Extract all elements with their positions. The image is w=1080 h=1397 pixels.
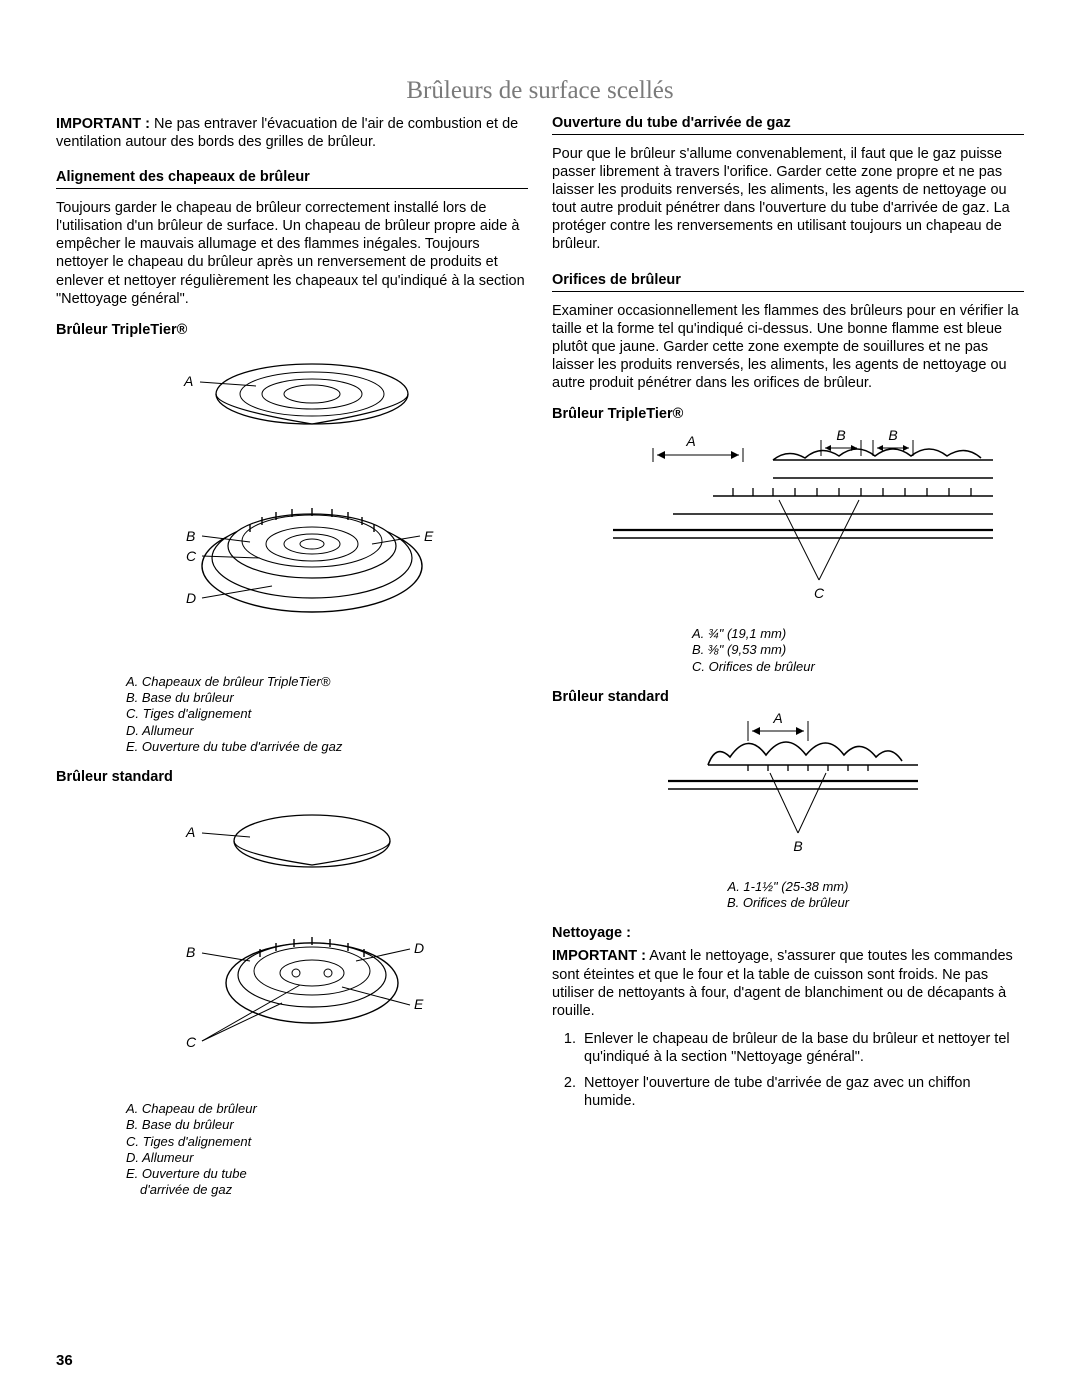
label-e2: E [414, 996, 424, 1012]
left-column: IMPORTANT : Ne pas entraver l'évacuation… [56, 115, 528, 1207]
cleaning-intro: IMPORTANT : Avant le nettoyage, s'assure… [552, 947, 1024, 1020]
label-b: B [186, 528, 195, 544]
fig1-caption: A. Chapeaux de brûleur TripleTier® B. Ba… [126, 674, 528, 755]
page-number: 36 [56, 1352, 73, 1369]
subhead-standard: Brûleur standard [56, 769, 528, 785]
fig2-caption: A. Chapeau de brûleur B. Base du brûleur… [126, 1101, 528, 1199]
subhead-tripletier: Brûleur TripleTier® [56, 322, 528, 338]
clean-step-1: Enlever le chapeau de brûleur de la base… [580, 1030, 1024, 1066]
two-column-layout: IMPORTANT : Ne pas entraver l'évacuation… [56, 115, 1024, 1207]
gas-opening-body: Pour que le brûleur s'allume convenablem… [552, 145, 1024, 254]
section-gas-opening: Ouverture du tube d'arrivée de gaz [552, 115, 1024, 135]
section-orifices: Orifices de brûleur [552, 272, 1024, 292]
page-title: Brûleurs de surface scellés [56, 77, 1024, 105]
cap-top-icon [216, 364, 408, 424]
label-d2: D [414, 940, 424, 956]
label-c: C [186, 548, 197, 564]
dim-a2: A [772, 713, 782, 726]
dim-a: A [685, 433, 695, 449]
figure-flame-standard: A B [552, 713, 1024, 873]
manual-page: Brûleurs de surface scellés IMPORTANT : … [0, 0, 1080, 1397]
label-d: D [186, 590, 196, 606]
dim-b: B [793, 838, 802, 854]
dim-b2: B [888, 430, 897, 443]
right-column: Ouverture du tube d'arrivée de gaz Pour … [552, 115, 1024, 1207]
fig3-caption: A. ¾" (19,1 mm) B. ⅜" (9,53 mm) C. Orifi… [552, 626, 1024, 675]
figure-standard-burner: A B [56, 793, 528, 1093]
label-e: E [424, 528, 434, 544]
intro-important: IMPORTANT : Ne pas entraver l'évacuation… [56, 115, 528, 151]
label-b2: B [186, 944, 195, 960]
cleaning-steps: Enlever le chapeau de brûleur de la base… [552, 1030, 1024, 1111]
figure-tripletier-burner: A [56, 346, 528, 666]
alignment-body: Toujours garder le chapeau de brûleur co… [56, 199, 528, 308]
orifices-body: Examiner occasionnellement les flammes d… [552, 302, 1024, 393]
clean-step-2: Nettoyer l'ouverture de tube d'arrivée d… [580, 1074, 1024, 1110]
subhead-standard-r: Brûleur standard [552, 689, 1024, 705]
burner-base-icon [202, 508, 422, 612]
label-c2: C [186, 1034, 197, 1050]
section-alignment: Alignement des chapeaux de brûleur [56, 169, 528, 189]
fig4-caption: A. 1-1½" (25-38 mm) B. Orifices de brûle… [552, 879, 1024, 912]
subhead-tripletier-r: Brûleur TripleTier® [552, 406, 1024, 422]
figure-flame-tripletier: A B B C [552, 430, 1024, 620]
subhead-cleaning: Nettoyage : [552, 925, 1024, 941]
dim-b1: B [836, 430, 845, 443]
dim-c: C [814, 585, 825, 601]
label-a2: A [185, 824, 195, 840]
label-a: A [183, 373, 193, 389]
